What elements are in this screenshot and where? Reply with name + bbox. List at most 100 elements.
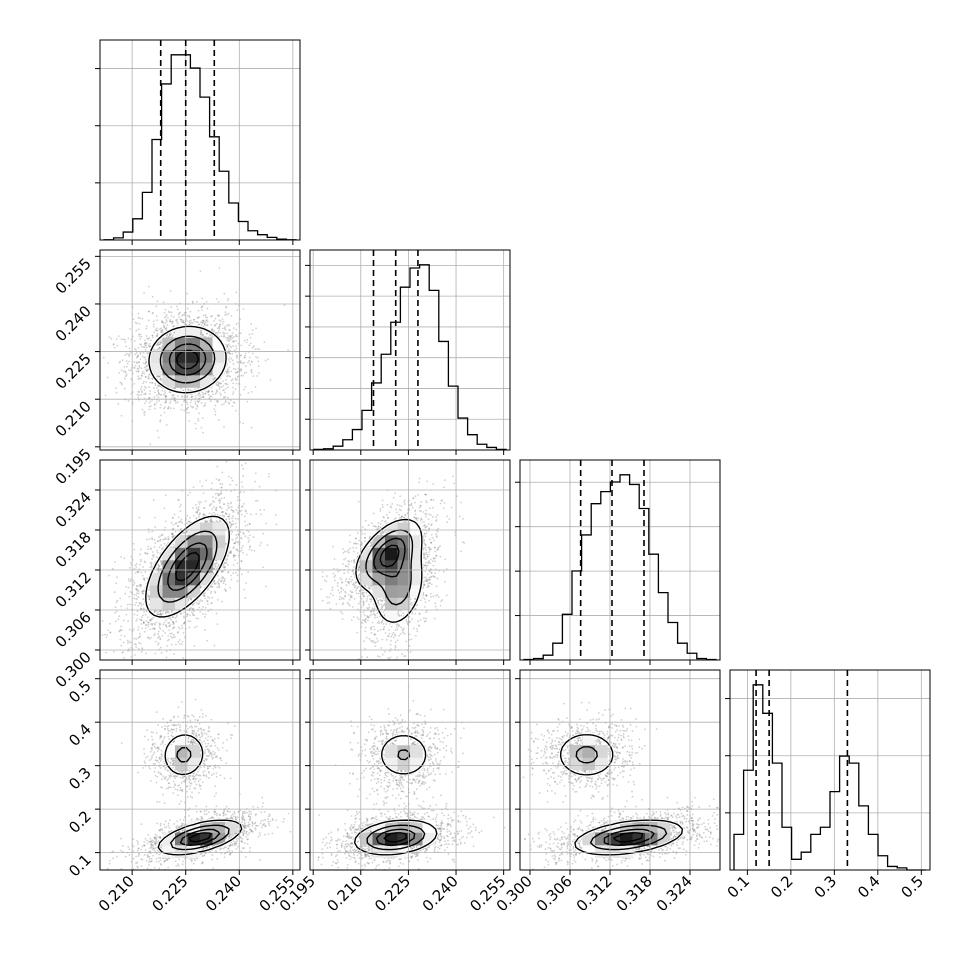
scatter-point [257, 360, 260, 363]
scatter-point [215, 507, 217, 510]
scatter-point [173, 626, 176, 629]
pair-plot-area [101, 460, 278, 660]
scatter-point [248, 539, 250, 542]
scatter-point [197, 419, 200, 422]
scatter-point [199, 480, 201, 483]
scatter-point [197, 514, 200, 516]
scatter-point [155, 394, 158, 397]
scatter-point [216, 465, 219, 468]
scatter-point [239, 368, 242, 371]
scatter-point [151, 530, 154, 533]
scatter-point [165, 538, 168, 541]
scatter-point [210, 602, 213, 605]
scatter-point [157, 396, 160, 399]
scatter-point [156, 384, 159, 387]
scatter-point [205, 391, 207, 393]
scatter-point [150, 405, 152, 407]
scatter-point [142, 603, 145, 606]
scatter-point [179, 503, 182, 506]
scatter-point [123, 365, 126, 368]
scatter-point [254, 386, 257, 388]
scatter-point [116, 576, 118, 578]
scatter-point [142, 621, 145, 624]
scatter-point [221, 471, 224, 474]
scatter-point [139, 585, 142, 588]
scatter-point [159, 538, 162, 541]
scatter-point [212, 378, 215, 380]
scatter-point [240, 344, 243, 347]
scatter-point [243, 339, 246, 342]
scatter-point [211, 496, 214, 498]
contour-line [168, 343, 207, 376]
scatter-point [214, 324, 217, 326]
scatter-point [165, 394, 167, 397]
scatter-point [229, 329, 231, 332]
scatter-point [158, 346, 161, 349]
scatter-point [226, 370, 228, 373]
scatter-point [105, 636, 108, 639]
scatter-point [161, 329, 164, 331]
scatter-point [265, 522, 268, 525]
scatter-point [230, 315, 233, 317]
scatter-point [151, 537, 153, 539]
scatter-point [211, 500, 214, 503]
scatter-point [216, 562, 218, 564]
scatter-point [140, 604, 143, 607]
scatter-point [283, 304, 286, 307]
scatter-point [169, 632, 172, 635]
scatter-point [114, 560, 116, 563]
scatter-point [215, 332, 218, 334]
scatter-point [170, 521, 173, 524]
scatter-point [156, 327, 158, 330]
scatter-point [129, 580, 132, 583]
scatter-point [123, 338, 126, 341]
scatter-point [148, 603, 151, 606]
scatter-point [191, 300, 194, 303]
scatter-point [164, 395, 167, 398]
scatter-point [158, 399, 160, 402]
scatter-point [180, 520, 182, 523]
scatter-point [203, 336, 206, 338]
scatter-point [120, 605, 123, 608]
scatter-point [146, 369, 149, 371]
scatter-point [168, 391, 171, 393]
scatter-point [179, 520, 181, 523]
scatter-point [126, 365, 128, 368]
scatter-point [157, 392, 160, 394]
scatter-point [236, 541, 239, 544]
scatter-point [179, 510, 182, 513]
scatter-point [242, 374, 244, 377]
scatter-point [154, 652, 157, 655]
scatter-point [236, 371, 239, 374]
scatter-point [243, 588, 246, 591]
scatter-point [226, 509, 228, 511]
scatter-point [181, 395, 184, 398]
scatter-point [155, 329, 157, 332]
scatter-point [229, 338, 232, 341]
scatter-point [225, 387, 227, 390]
scatter-point [239, 354, 242, 357]
scatter-point [141, 647, 144, 650]
scatter-point [189, 405, 192, 407]
scatter-point [230, 501, 232, 504]
scatter-point [174, 636, 176, 638]
scatter-point [202, 319, 205, 322]
scatter-point [140, 367, 143, 370]
scatter-point [169, 617, 172, 620]
scatter-point [240, 560, 243, 562]
scatter-point [187, 388, 190, 391]
scatter-point [162, 301, 165, 304]
scatter-point [176, 631, 179, 634]
scatter-point [120, 369, 123, 372]
scatter-point [139, 377, 142, 380]
scatter-point [156, 567, 159, 570]
scatter-point [262, 566, 264, 569]
scatter-point [169, 400, 172, 403]
scatter-point [220, 576, 223, 579]
scatter-point [213, 408, 216, 411]
scatter-point [248, 344, 251, 347]
scatter-point [192, 514, 195, 517]
scatter-point [214, 414, 217, 416]
scatter-point [177, 395, 179, 397]
scatter-point [242, 475, 245, 477]
